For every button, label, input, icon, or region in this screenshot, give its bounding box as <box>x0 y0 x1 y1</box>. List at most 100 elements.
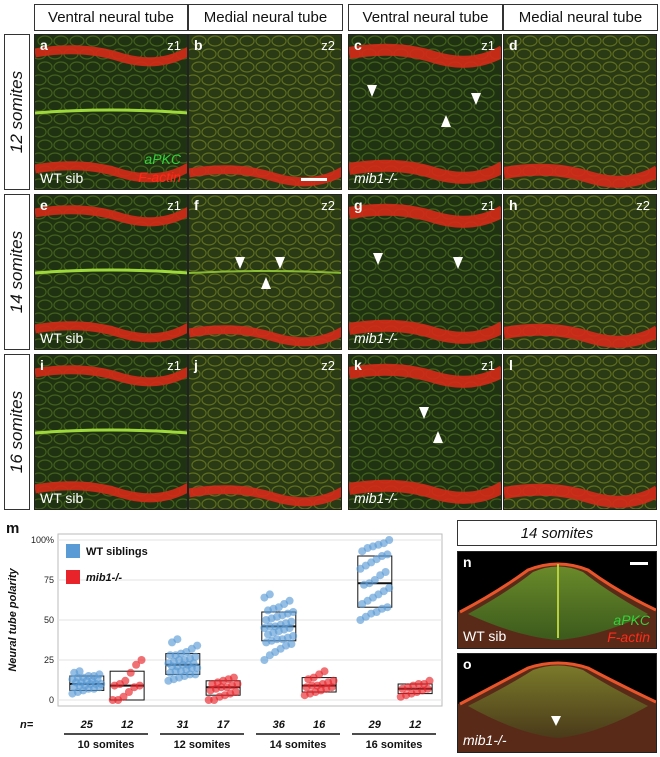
column-header-1: Ventral neural tube <box>34 4 188 31</box>
data-point <box>385 536 394 544</box>
data-point <box>233 680 242 688</box>
n-count-label: 17 <box>217 719 230 731</box>
panel-h: h z2 <box>503 194 657 350</box>
data-point <box>126 668 135 677</box>
micrograph-a <box>35 35 187 189</box>
n-count-label: 29 <box>368 719 382 731</box>
micrograph-c <box>349 35 501 189</box>
data-point <box>370 576 379 584</box>
data-point <box>329 676 338 685</box>
panel-n-genotype: WT sib <box>463 628 507 644</box>
y-tick-label: 50 <box>44 615 54 625</box>
data-point <box>121 676 130 685</box>
panel-h-z-label: z2 <box>636 198 650 213</box>
data-point <box>285 596 294 605</box>
stage-label: 12 somites <box>174 739 231 751</box>
panel-k-z-label: z1 <box>481 358 495 373</box>
tissue-section-n <box>458 562 656 648</box>
row-label-16-somites: 16 somites <box>4 354 30 510</box>
panel-l: l <box>503 354 657 510</box>
panel-k: k z1 mib1-/- <box>348 354 502 510</box>
panel-f: f z2 <box>188 194 342 350</box>
panel-o-genotype: mib1-/- <box>463 732 507 748</box>
panel-b-z-label: z2 <box>321 38 335 53</box>
data-point <box>425 676 434 685</box>
y-tick-label: 25 <box>44 655 54 665</box>
panel-j: j z2 <box>188 354 342 510</box>
legend-swatch <box>66 544 80 558</box>
panel-e-genotype: WT sib <box>40 330 84 346</box>
micrograph-j <box>189 355 341 509</box>
micrograph-h <box>504 195 656 349</box>
panel-b-letter: b <box>194 37 203 53</box>
micrograph-l <box>504 355 656 509</box>
panel-d-letter: d <box>509 37 518 53</box>
panel-a-z-label: z1 <box>167 38 181 53</box>
micrograph-k <box>349 355 501 509</box>
y-tick-label: 0 <box>49 695 54 705</box>
micrograph-b <box>189 35 341 189</box>
data-point <box>75 667 84 676</box>
y-axis-label: Neural tube polarity <box>7 567 19 671</box>
arrowhead-marker <box>367 85 377 97</box>
panel-c: c z1 mib1-/- <box>348 34 502 190</box>
y-tick-label: 75 <box>44 575 54 585</box>
panel-a-stain2: F-actin <box>138 169 181 185</box>
arrowhead-marker <box>419 407 429 419</box>
panel-i-z-label: z1 <box>167 358 181 373</box>
panel-n-stain2: F-actin <box>607 629 650 645</box>
legend-label: mib1-/- <box>86 572 122 584</box>
panel-g-z-label: z1 <box>481 198 495 213</box>
legend-label: WT siblings <box>86 546 148 558</box>
panel-b: b z2 <box>188 34 342 190</box>
scale-bar <box>301 178 327 181</box>
data-point <box>289 608 298 616</box>
panel-e: e z1 WT sib <box>34 194 188 350</box>
legend-swatch <box>66 570 80 584</box>
data-point <box>381 568 390 576</box>
panel-e-z-label: z1 <box>167 198 181 213</box>
n-count-label: 36 <box>273 719 286 731</box>
n-count-label: 12 <box>409 719 421 731</box>
data-point <box>265 590 274 599</box>
n-prefix-label: n= <box>20 719 34 731</box>
panel-i-genotype: WT sib <box>40 490 84 506</box>
n-count-label: 16 <box>313 719 326 731</box>
panel-m-letter: m <box>6 520 20 537</box>
n-count-label: 31 <box>177 719 189 731</box>
data-point <box>385 584 394 592</box>
data-point <box>231 688 240 696</box>
column-header-4: Medial neural tube <box>503 4 658 31</box>
row-label-14-somites: 14 somites <box>4 194 30 350</box>
panel-h-letter: h <box>509 197 518 213</box>
data-point <box>229 673 238 682</box>
panel-c-genotype: mib1-/- <box>354 170 398 186</box>
panel-i: i z1 WT sib <box>34 354 188 510</box>
panel-a-stain1: aPKC <box>144 151 181 167</box>
panel-g: g z1 mib1-/- <box>348 194 502 350</box>
n-count-label: 12 <box>121 719 133 731</box>
panel-n: n WT sib aPKC F-actin <box>457 551 657 649</box>
arrowhead-marker <box>433 431 443 443</box>
panel-k-letter: k <box>354 357 362 373</box>
panel-l-letter: l <box>509 357 513 373</box>
panel-j-letter: j <box>194 357 198 373</box>
panel-g-genotype: mib1-/- <box>354 330 398 346</box>
micrograph-f <box>189 195 341 349</box>
micrograph-g <box>349 195 501 349</box>
data-point <box>287 640 296 648</box>
arrowhead-marker <box>453 257 463 269</box>
arrowhead-marker <box>275 257 285 269</box>
panel-c-z-label: z1 <box>481 38 495 53</box>
data-point <box>137 656 146 664</box>
data-point <box>289 632 298 640</box>
data-point <box>191 670 200 679</box>
panel-a-genotype: WT sib <box>40 170 84 186</box>
data-point <box>191 652 200 661</box>
data-point <box>119 692 128 701</box>
arrowhead-marker <box>235 257 245 269</box>
panel-k-genotype: mib1-/- <box>354 490 398 506</box>
tissue-section-o <box>458 661 656 752</box>
panel-g-letter: g <box>354 197 363 213</box>
